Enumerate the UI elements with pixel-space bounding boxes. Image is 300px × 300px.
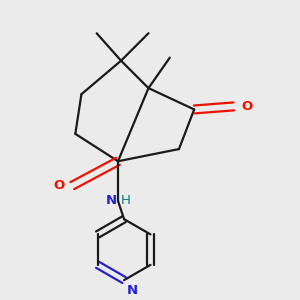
Text: N: N xyxy=(127,284,138,297)
Text: H: H xyxy=(120,194,130,207)
Text: N: N xyxy=(105,194,116,207)
Text: O: O xyxy=(53,179,65,192)
Text: O: O xyxy=(242,100,253,113)
